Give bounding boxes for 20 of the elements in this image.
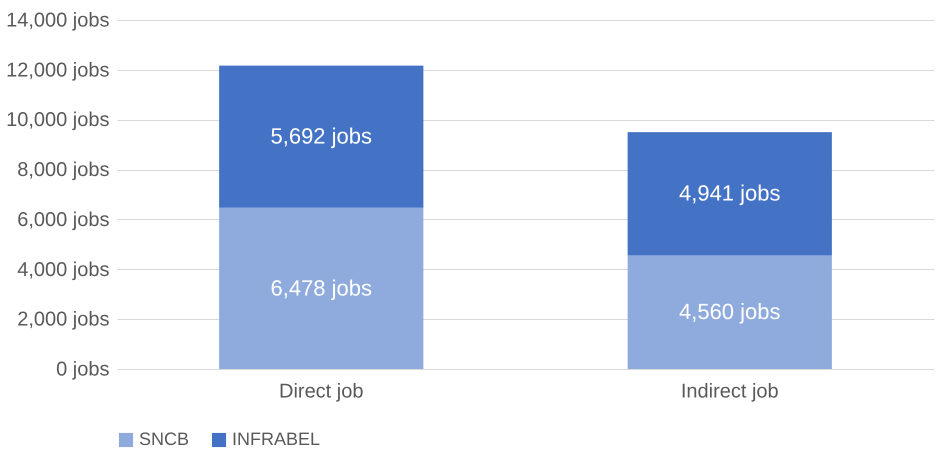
legend-label: SNCB: [139, 429, 190, 449]
y-tick-label: 8,000 jobs: [17, 159, 110, 182]
x-tick-label: Direct job: [279, 380, 364, 402]
y-tick-label: 10,000 jobs: [6, 109, 110, 132]
y-tick-label: 12,000 jobs: [6, 59, 110, 82]
x-tick-label: Indirect job: [680, 380, 779, 402]
y-tick-label: 4,000 jobs: [17, 258, 110, 281]
bar: [628, 132, 832, 256]
legend-label: INFRABEL: [232, 429, 320, 449]
bar: [628, 255, 832, 369]
data-label: 5,692 jobs: [270, 124, 372, 149]
data-label: 6,478 jobs: [270, 275, 372, 300]
bar: [219, 208, 424, 369]
y-tick-label: 2,000 jobs: [17, 308, 110, 331]
y-tick-label: 6,000 jobs: [17, 208, 110, 231]
y-tick-label: 0 jobs: [56, 358, 110, 380]
y-tick-label: 14,000 jobs: [6, 10, 110, 32]
bar: [219, 66, 424, 208]
data-label: 4,941 jobs: [678, 180, 781, 206]
data-label: 4,560 jobs: [678, 299, 781, 324]
